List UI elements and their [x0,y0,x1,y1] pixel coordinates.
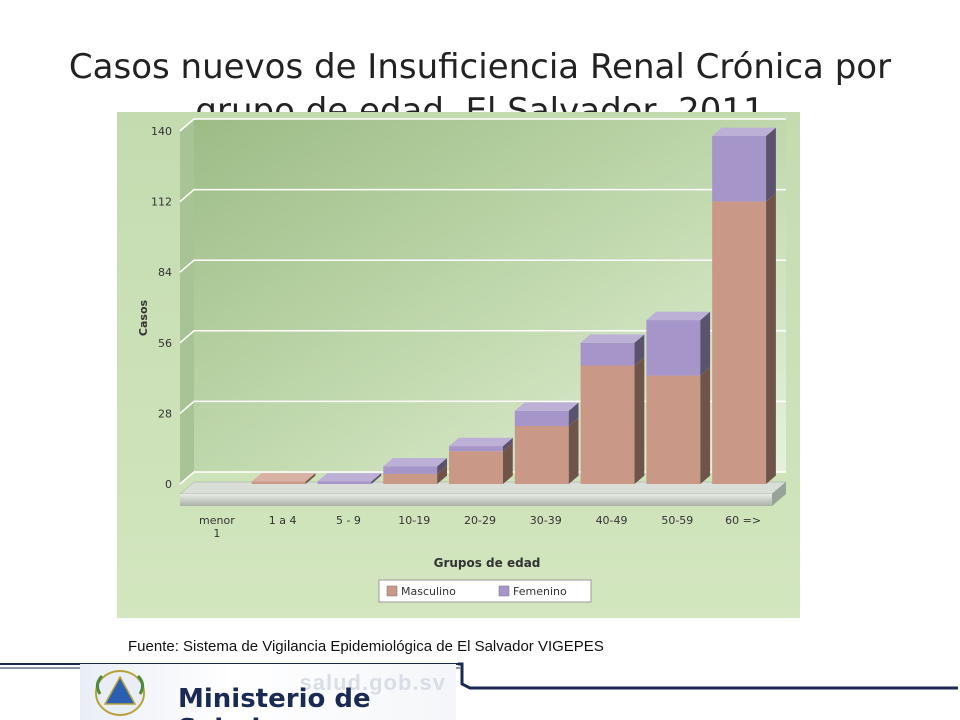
ministry-banner: salud.gob.sv Ministerio de Salud [80,664,456,720]
legend-swatch-femenino [498,585,510,597]
bar-femenino-10-19 [383,457,447,474]
chart-legend: Masculino Femenino [378,579,592,603]
bar-front [383,466,438,474]
x-axis-label: Grupos de edad [434,556,541,570]
bar-top [646,311,711,321]
stacked-bar-chart: 0 28 56 84 112 140 menor 1 1 a 4 5 - 9 10-19 20-29… [117,112,800,618]
plot-left-wall [180,119,194,484]
legend-label-masculino: Masculino [401,585,456,598]
bar-top [251,473,316,482]
bar-femenino-5-9 [317,473,382,484]
x-tick-label: 1 a 4 [269,514,297,527]
y-tick-label: 140 [151,125,172,138]
bar-front [646,320,701,376]
bar-front [317,481,372,484]
chart-panel: 0 28 56 84 112 140 menor 1 1 a 4 5 - 9 10-19 20-29… [117,112,800,618]
x-tick-label: 40-49 [596,514,628,527]
y-tick-label: 28 [158,407,172,420]
bar-side [502,437,513,452]
bar-side [568,417,579,484]
slide-title: Casos nuevos de Insuficiencia Renal Crón… [68,46,892,131]
bar-side [371,473,382,484]
bar-front [580,342,635,366]
bar-side [437,457,447,474]
bar-side [766,193,776,484]
bar-femenino-60- [712,127,776,202]
y-axis-label: Casos [137,299,150,336]
chart-floor-side [772,482,786,506]
x-tick-label: 60 => [725,514,761,527]
bar-femenino-40-49 [580,334,645,366]
bar-top [712,127,776,137]
bar-front [514,410,569,427]
bar-front [449,451,503,484]
bar-top [383,457,447,467]
bar-front [580,365,635,484]
x-tick-label: 30-39 [530,514,562,527]
bar-side [305,473,316,484]
bar-side [568,402,579,427]
y-tick-label: 0 [165,478,172,491]
y-tick-label: 56 [158,337,172,350]
y-tick-label: 84 [158,266,172,279]
y-tick-label: 112 [151,196,172,209]
bar-front [251,481,306,484]
gridline [179,118,786,132]
x-tick-label: 50-59 [661,514,693,527]
bar-side [700,367,711,484]
bar-front [383,473,438,484]
x-tick-label: 10-19 [398,514,430,527]
bar-femenino-50-59 [646,311,711,376]
bar-femenino-30-39 [514,402,579,427]
bar-masculino-1-a-4 [251,473,316,484]
bar-top [317,473,382,482]
bar-masculino-60- [712,193,776,484]
chart-floor-front [180,494,772,506]
legend-swatch-masculino [386,585,398,597]
gridline [179,259,786,273]
ministry-name: Ministerio de Salud [178,684,371,720]
bar-front [646,375,701,484]
bar-side [634,357,645,484]
bar-top [449,437,513,447]
bar-femenino-20-29 [449,437,513,452]
bar-front [449,446,503,452]
x-tick-label: 20-29 [464,514,496,527]
bar-top [580,334,645,343]
bar-front [514,426,569,484]
bar-side [634,334,645,366]
legend-label-femenino: Femenino [513,585,567,598]
bar-front [712,136,767,202]
bar-top [514,402,579,411]
source-note: Fuente: Sistema de Vigilancia Epidemioló… [128,638,604,655]
gridline [179,188,786,203]
bar-masculino-40-49 [580,357,645,484]
x-tick-label: 5 - 9 [336,514,361,527]
bar-side [502,442,513,484]
bar-side [700,311,711,376]
bar-masculino-50-59 [646,367,711,484]
bar-side [766,127,776,202]
footer-url: salud.gob.sv [299,670,446,695]
x-tick-label: menor 1 [199,514,235,540]
bar-masculino-30-39 [514,417,579,484]
legend-box [378,579,592,603]
bar-front [712,201,767,484]
gridline [179,330,786,344]
bar-side [437,465,447,484]
coat-of-arms-icon [95,670,145,716]
